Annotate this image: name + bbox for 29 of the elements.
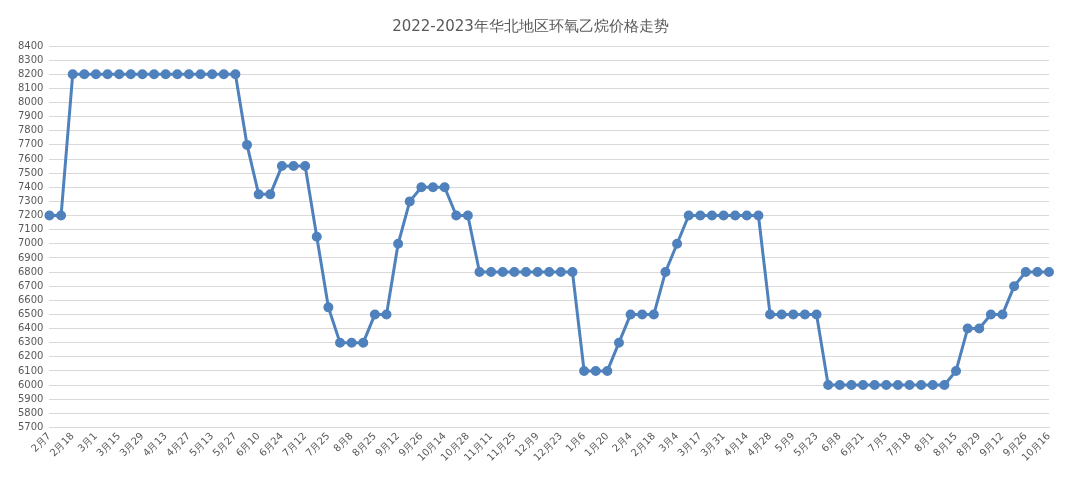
y-tick-label: 8300: [18, 53, 44, 65]
y-tick-label: 6100: [18, 364, 44, 376]
y-tick-label: 6500: [18, 308, 44, 320]
y-tick-label: 7700: [18, 138, 44, 150]
y-tick-label: 7000: [18, 237, 44, 249]
y-tick-label: 7100: [18, 223, 44, 235]
y-tick-label: 6900: [18, 251, 44, 263]
y-tick-label: 5900: [18, 392, 44, 404]
y-tick-label: 8100: [18, 81, 44, 93]
y-tick-label: 7900: [18, 110, 44, 122]
y-tick-label: 8400: [18, 39, 44, 51]
y-tick-label: 7600: [18, 152, 44, 164]
y-tick-label: 6300: [18, 336, 44, 348]
y-tick-label: 8200: [18, 67, 44, 79]
chart-title: 2022-2023年华北地区环氧乙烷价格走势: [392, 16, 669, 35]
y-tick-label: 6700: [18, 279, 44, 291]
y-tick-label: 8000: [18, 96, 44, 108]
y-tick-label: 6000: [18, 378, 44, 390]
y-tick-label: 7800: [18, 124, 44, 136]
y-tick-label: 6600: [18, 293, 44, 305]
y-tick-label: 7300: [18, 195, 44, 206]
y-tick-label: 5800: [18, 406, 44, 418]
y-tick-label: 7200: [18, 209, 44, 221]
y-tick-label: 6800: [18, 265, 44, 277]
y-tick-label: 5700: [18, 421, 44, 433]
y-tick-label: 6400: [18, 322, 44, 334]
y-tick-label: 7400: [18, 180, 44, 192]
y-tick-label: 6200: [18, 350, 44, 362]
y-tick-label: 7500: [18, 166, 44, 178]
